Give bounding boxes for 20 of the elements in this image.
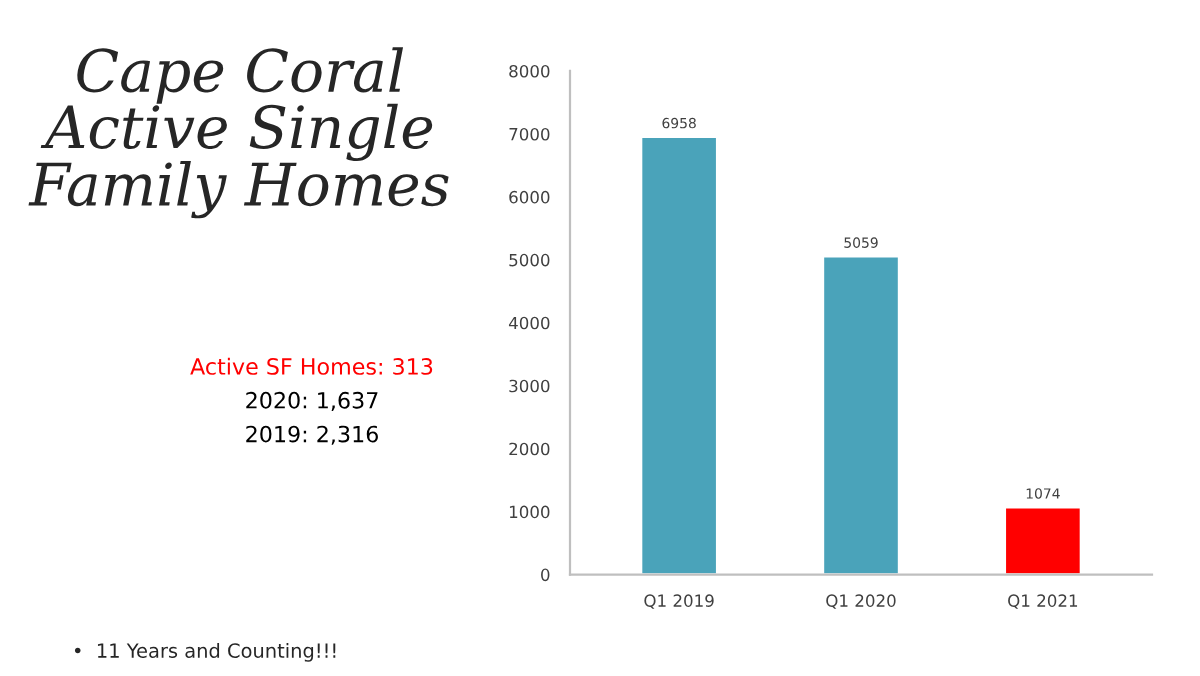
y-tick-label: 1000	[509, 505, 550, 519]
x-tick-label: Q1 2021	[1008, 594, 1078, 609]
y-tick-label: 4000	[508, 316, 550, 330]
y-tick-label: 7000	[509, 127, 550, 141]
text: 2019: 2,316	[246, 425, 378, 445]
text: • 11 Years and Counting!!!	[74, 642, 336, 662]
bar	[1003, 505, 1083, 575]
text: Cape Coral Active Single Family Homes	[28, 47, 449, 219]
y-tick-label: 3000	[509, 379, 550, 393]
x-tick-label: Q1 2019	[644, 594, 714, 609]
x-tick-label: Q1 2020	[826, 594, 896, 609]
y-tick-label: 5000	[509, 253, 550, 267]
y-tick-label: 2000	[509, 442, 550, 456]
bar	[639, 135, 719, 575]
text: Active SF Homes: 313	[190, 357, 433, 375]
bar	[821, 254, 901, 575]
text: 2020: 1,637	[246, 391, 378, 411]
y-tick-label: 8000	[509, 64, 550, 78]
y-tick-label: 6000	[509, 190, 550, 204]
y-tick-label: 0	[541, 568, 550, 582]
